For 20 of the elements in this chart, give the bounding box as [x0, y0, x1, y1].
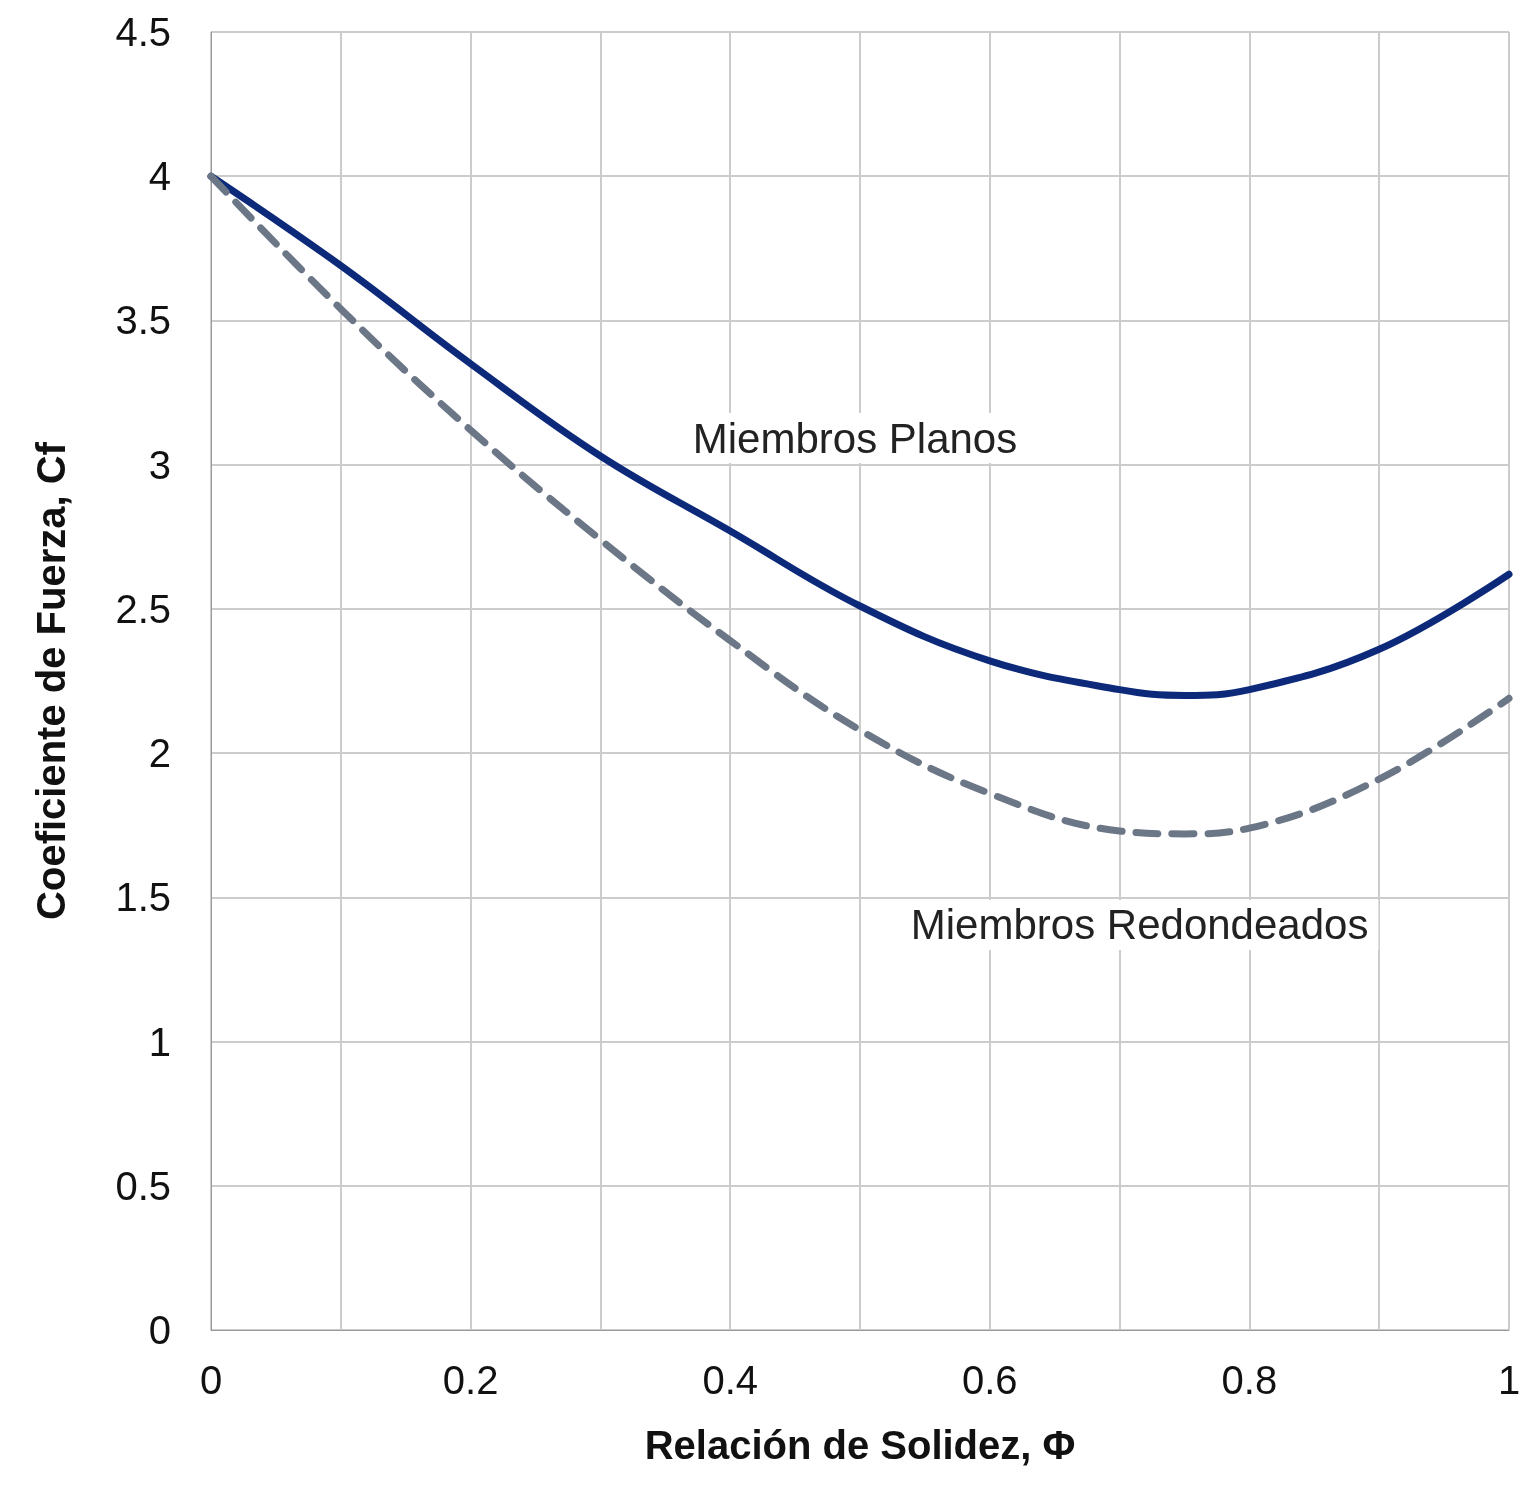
- x-axis-title: Relación de Solidez, Φ: [644, 1423, 1076, 1467]
- y-tick-label: 2: [148, 731, 171, 776]
- y-tick-label: 1: [148, 1019, 171, 1064]
- x-tick-label: 0.4: [702, 1358, 758, 1402]
- y-tick-label: 3.5: [115, 298, 171, 343]
- x-tick-label: 0: [199, 1358, 223, 1402]
- x-tick-label: 1: [1497, 1358, 1521, 1402]
- y-tick-label: 0.5: [115, 1163, 171, 1208]
- x-tick-label: 0.6: [962, 1358, 1018, 1402]
- y-tick-label: 4: [148, 154, 171, 199]
- x-tick-label: 0.2: [442, 1358, 499, 1402]
- y-tick-label: 2.5: [115, 586, 171, 631]
- series-label: Miembros Planos: [692, 414, 1018, 462]
- y-tick-label: 1.5: [115, 875, 171, 920]
- y-tick-label: 0: [148, 1308, 171, 1352]
- x-tick-label: 0.8: [1221, 1358, 1278, 1402]
- text: Miembros Redondeados: [910, 901, 1369, 949]
- y-axis-title: Coeficiente de Fuerza, Cf: [29, 441, 73, 920]
- y-tick-label: 4.5: [115, 10, 171, 54]
- y-tick-label: 3: [148, 442, 171, 487]
